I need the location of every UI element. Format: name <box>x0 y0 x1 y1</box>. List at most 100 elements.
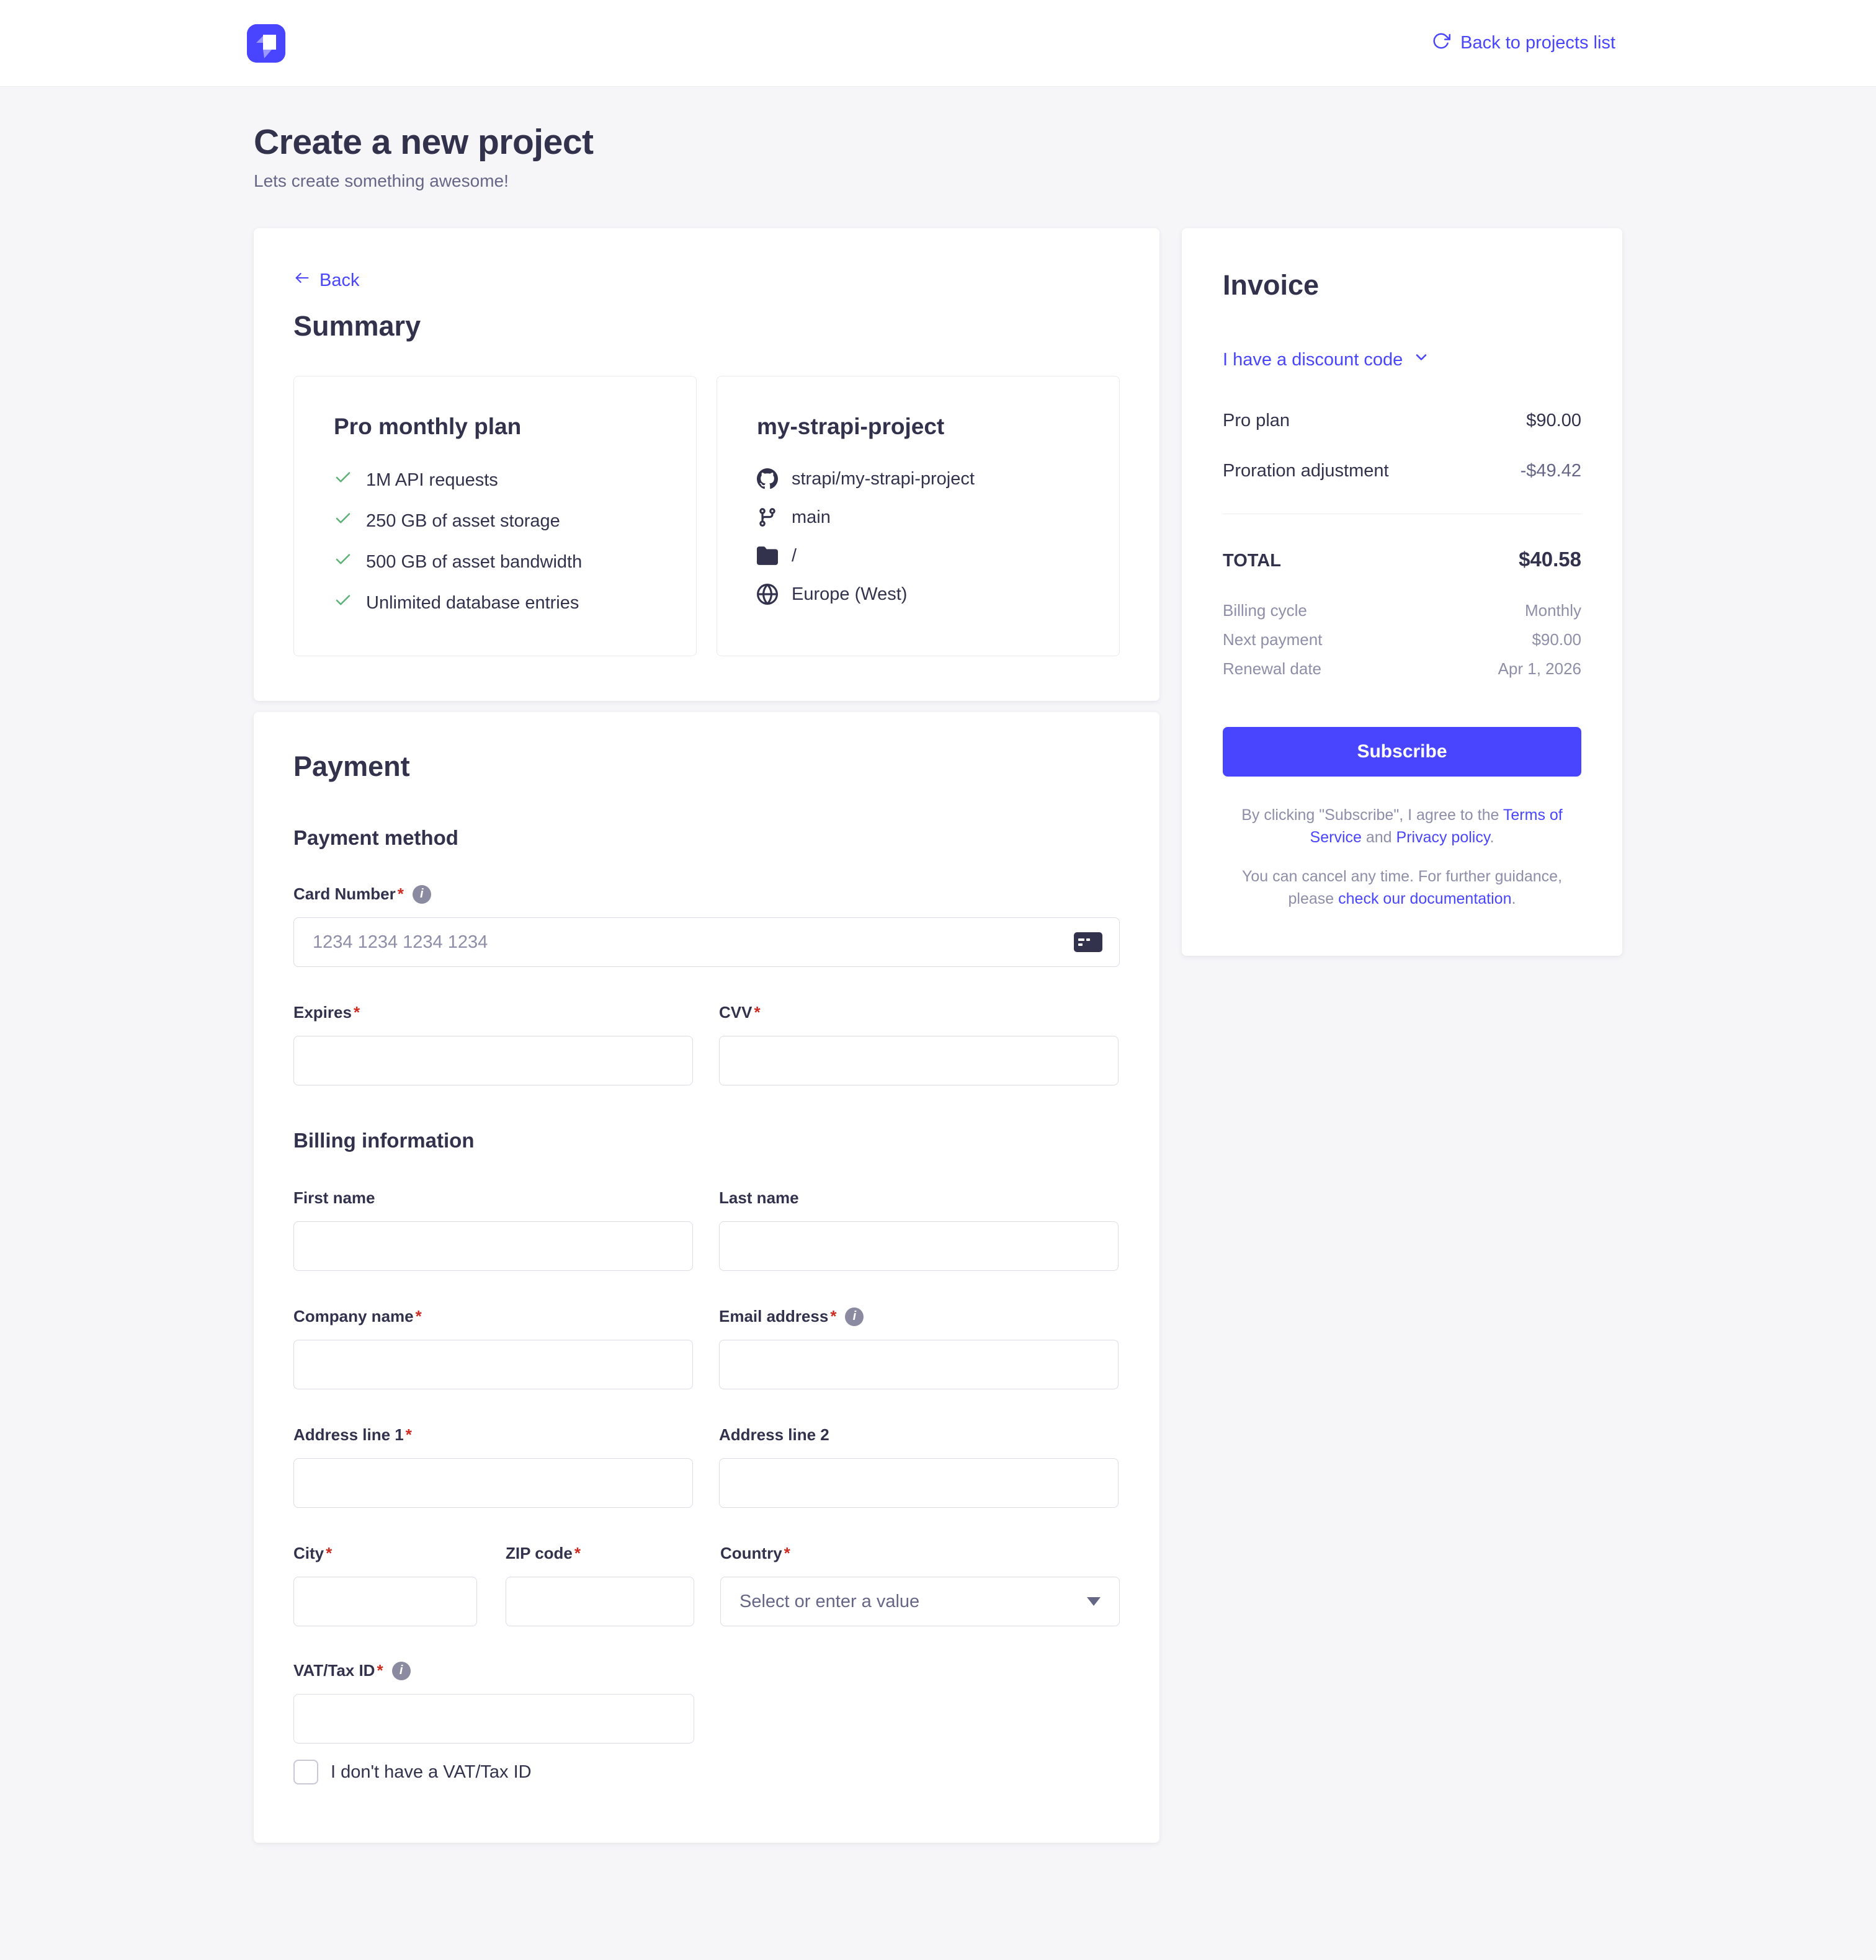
city-zip-country-row: City * ZIP code * Coun <box>293 1544 1120 1626</box>
required-asterisk: * <box>830 1307 837 1325</box>
vat-field-group: VAT/Tax ID * <box>293 1661 1120 1744</box>
check-icon <box>334 509 352 533</box>
discount-code-toggle[interactable]: I have a discount code <box>1223 349 1430 371</box>
detail-value: $90.00 <box>1532 630 1581 649</box>
email-field-group: Email address * <box>719 1307 1119 1389</box>
check-icon <box>334 550 352 574</box>
plan-card-title: Pro monthly plan <box>334 414 522 439</box>
required-asterisk: * <box>574 1544 581 1562</box>
project-branch-label: main <box>792 507 831 527</box>
check-icon <box>334 591 352 615</box>
line-item-label: Proration adjustment <box>1223 461 1389 481</box>
terms-of-service-link[interactable]: Terms of Service <box>1310 806 1563 847</box>
detail-value: Monthly <box>1524 601 1581 620</box>
info-icon[interactable] <box>412 884 431 904</box>
vat-checkbox-label: I don't have a VAT/Tax ID <box>331 1762 532 1782</box>
discount-code-label: I have a discount code <box>1223 349 1403 370</box>
address2-field-group: Address line 2 <box>719 1425 1119 1508</box>
back-link[interactable]: Back <box>293 269 359 292</box>
address-row: Address line 1 * Address line 2 <box>293 1425 1120 1508</box>
expires-input[interactable] <box>293 1036 693 1085</box>
info-icon[interactable] <box>391 1661 411 1680</box>
invoice-detail-row: Renewal date Apr 1, 2026 <box>1223 659 1581 679</box>
cvv-input[interactable] <box>719 1036 1119 1085</box>
project-path-label: / <box>792 545 797 566</box>
subscribe-button[interactable]: Subscribe <box>1223 727 1581 777</box>
company-input[interactable] <box>293 1340 693 1389</box>
project-region-label: Europe (West) <box>792 584 908 604</box>
required-asterisk: * <box>397 884 404 903</box>
github-icon <box>757 468 778 489</box>
back-link-label: Back <box>319 270 360 290</box>
zip-input[interactable] <box>506 1577 694 1626</box>
invoice-card: Invoice I have a discount code Pro plan … <box>1182 228 1622 956</box>
expires-field-group: Expires * <box>293 1003 693 1085</box>
plan-feature: 250 GB of asset storage <box>334 509 671 533</box>
required-asterisk: * <box>784 1544 790 1562</box>
required-asterisk: * <box>326 1544 333 1562</box>
strapi-logo-icon <box>247 24 285 63</box>
vat-input[interactable] <box>293 1694 694 1744</box>
card-number-input[interactable] <box>293 917 1120 967</box>
company-label: Company name <box>293 1307 414 1325</box>
last-name-input[interactable] <box>719 1221 1119 1271</box>
project-repo-row: strapi/my-strapi-project <box>757 468 1094 489</box>
line-item-value: $90.00 <box>1526 411 1581 430</box>
invoice-title: Invoice <box>1223 269 1320 301</box>
detail-label: Billing cycle <box>1223 601 1307 620</box>
back-to-projects-label: Back to projects list <box>1460 33 1615 53</box>
company-field-group: Company name * <box>293 1307 693 1389</box>
vat-checkbox-row: I don't have a VAT/Tax ID <box>293 1760 1120 1784</box>
plan-feature: 1M API requests <box>334 468 671 492</box>
country-label: Country <box>720 1544 782 1562</box>
invoice-detail-row: Billing cycle Monthly <box>1223 601 1581 620</box>
email-input[interactable] <box>719 1340 1119 1389</box>
address2-input[interactable] <box>719 1458 1119 1508</box>
terms-paragraph: By clicking "Subscribe", I agree to the … <box>1223 804 1581 849</box>
cancel-text: You can cancel any time. For further gui… <box>1241 867 1563 907</box>
country-select-placeholder: Select or enter a value <box>739 1591 920 1611</box>
info-icon[interactable] <box>845 1307 864 1326</box>
project-branch-row: main <box>757 507 1094 528</box>
project-region-row: Europe (West) <box>757 584 1094 605</box>
page-subtitle: Lets create something awesome! <box>254 171 509 190</box>
invoice-line-item: Proration adjustment -$49.42 <box>1223 461 1581 481</box>
detail-label: Renewal date <box>1223 659 1321 678</box>
address1-label: Address line 1 <box>293 1425 404 1444</box>
card-number-label: Card Number <box>293 884 396 903</box>
vat-checkbox[interactable] <box>293 1760 318 1784</box>
invoice-total-row: TOTAL $40.58 <box>1223 548 1581 571</box>
line-item-label: Pro plan <box>1223 411 1290 430</box>
invoice-line-item: Pro plan $90.00 <box>1223 411 1581 431</box>
cvv-label: CVV <box>719 1003 753 1022</box>
total-value: $40.58 <box>1519 548 1581 571</box>
required-asterisk: * <box>405 1425 412 1444</box>
globe-icon <box>757 584 778 605</box>
privacy-policy-link[interactable]: Privacy policy <box>1396 829 1490 847</box>
project-path-row: / <box>757 545 1094 566</box>
country-field-group: Country * Select or enter a value <box>720 1544 1120 1626</box>
project-card-title: my-strapi-project <box>757 414 945 439</box>
payment-title: Payment <box>293 751 410 782</box>
expiry-cvv-row: Expires * CVV * <box>293 1003 1120 1085</box>
address1-field-group: Address line 1 * <box>293 1425 693 1508</box>
documentation-link[interactable]: check our documentation <box>1338 889 1512 907</box>
back-to-projects-link[interactable]: Back to projects list <box>1432 32 1615 55</box>
country-select[interactable]: Select or enter a value <box>720 1577 1120 1626</box>
total-label: TOTAL <box>1223 551 1281 571</box>
city-field-group: City * <box>293 1544 477 1626</box>
plan-feature-label: 250 GB of asset storage <box>366 510 560 531</box>
page-title: Create a new project <box>254 122 594 162</box>
city-label: City <box>293 1544 324 1562</box>
payment-method-title: Payment method <box>293 826 458 849</box>
check-icon <box>334 468 352 492</box>
address1-input[interactable] <box>293 1458 693 1508</box>
zip-label: ZIP code <box>506 1544 573 1562</box>
first-name-input[interactable] <box>293 1221 693 1271</box>
city-input[interactable] <box>293 1577 477 1626</box>
plan-card: Pro monthly plan 1M API requests <box>293 376 697 656</box>
cancel-text: . <box>1511 889 1516 907</box>
strapi-logo[interactable] <box>247 24 285 63</box>
terms-text: . <box>1490 829 1494 847</box>
summary-title: Summary <box>293 310 421 342</box>
